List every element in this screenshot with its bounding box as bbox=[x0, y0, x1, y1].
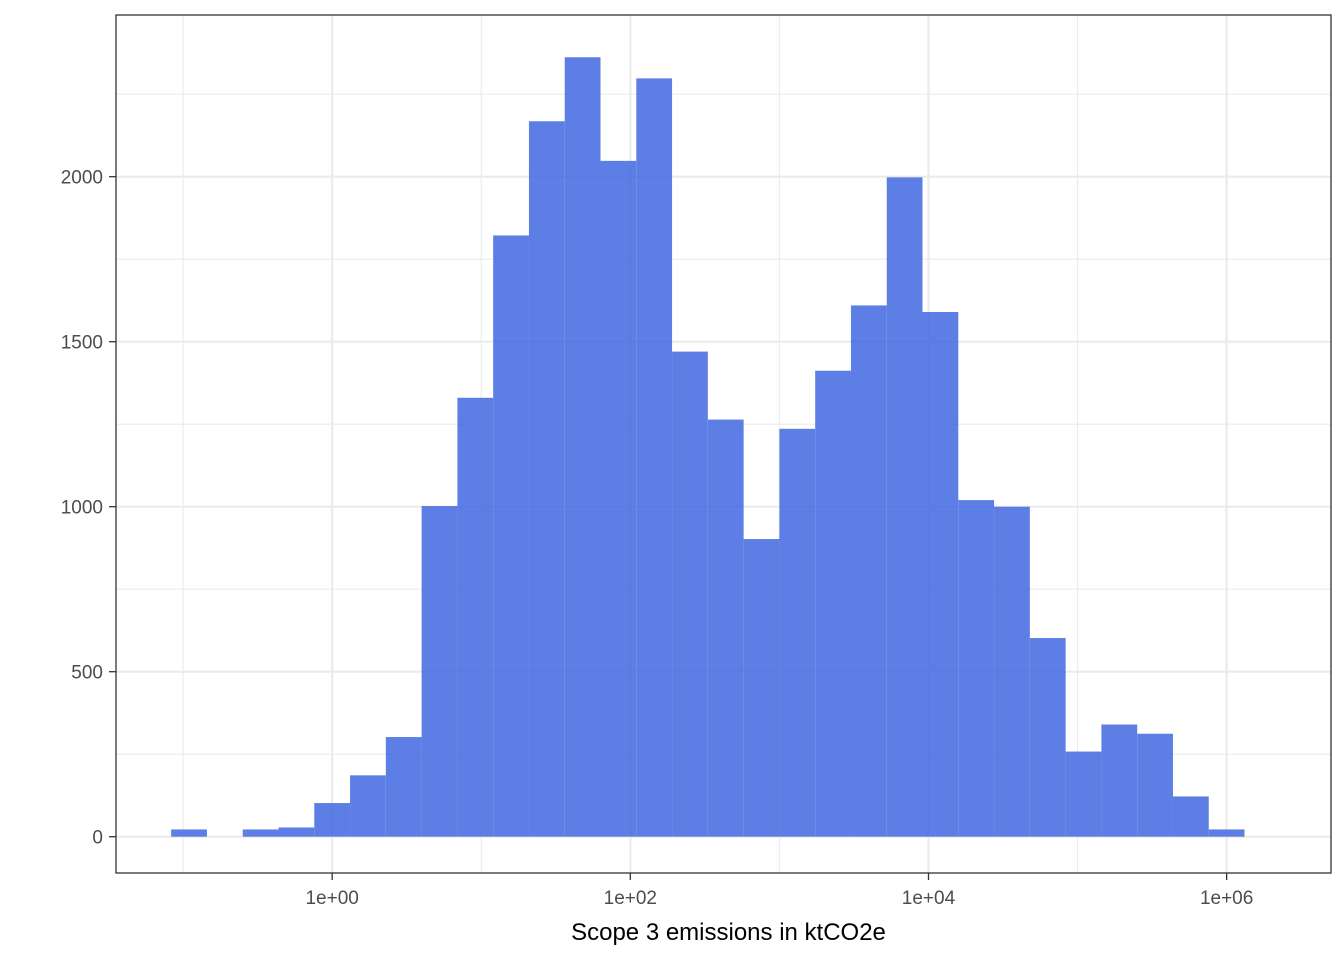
histogram-bar bbox=[1137, 733, 1173, 837]
histogram-bar bbox=[1172, 796, 1209, 837]
histogram-bar bbox=[672, 351, 708, 837]
histogram-bar bbox=[779, 428, 816, 837]
y-tick-label: 1500 bbox=[61, 333, 103, 354]
plot-panel-border bbox=[115, 14, 1332, 874]
histogram-bar bbox=[385, 737, 422, 837]
histogram-bar bbox=[1101, 724, 1138, 837]
histogram-bar bbox=[350, 775, 386, 837]
y-tick-label: 500 bbox=[71, 663, 103, 684]
histogram-bar bbox=[457, 397, 494, 837]
histogram-bar bbox=[815, 370, 851, 837]
histogram-bar bbox=[994, 506, 1030, 837]
histogram-bar bbox=[278, 827, 315, 837]
y-tick-label: 1000 bbox=[61, 498, 103, 519]
histogram-bar bbox=[564, 57, 601, 837]
histogram-bar bbox=[1065, 751, 1102, 837]
histogram-bar bbox=[171, 829, 207, 837]
histogram-bar bbox=[958, 500, 995, 837]
histogram-bar bbox=[886, 177, 923, 837]
y-tick-label: 2000 bbox=[61, 168, 103, 189]
histogram-bar bbox=[922, 312, 959, 837]
x-tick-label: 1e+04 bbox=[902, 888, 956, 909]
histogram-bar bbox=[600, 160, 637, 837]
histogram-bar bbox=[636, 78, 673, 837]
histogram-bars bbox=[171, 57, 1245, 837]
histogram-bar bbox=[421, 506, 458, 837]
histogram-bar bbox=[850, 305, 887, 837]
x-tick-label: 1e+02 bbox=[604, 888, 657, 909]
x-tick-label: 1e+00 bbox=[305, 888, 358, 909]
x-tick-label: 1e+06 bbox=[1200, 888, 1253, 909]
histogram-bar bbox=[743, 539, 780, 837]
histogram-bar bbox=[528, 121, 565, 837]
y-axis: 0 500 1000 1500 2000 bbox=[61, 168, 116, 849]
histogram-bar bbox=[707, 419, 744, 837]
histogram-bar bbox=[314, 803, 351, 837]
histogram-bar bbox=[493, 235, 529, 837]
y-tick-label: 0 bbox=[92, 828, 103, 849]
histogram-bar bbox=[1029, 638, 1066, 837]
histogram-bar bbox=[1208, 829, 1245, 837]
x-axis-title: Scope 3 emissions in ktCO2e bbox=[571, 919, 886, 946]
x-axis: 1e+00 1e+02 1e+04 1e+06 bbox=[305, 873, 1253, 909]
histogram-bar bbox=[242, 829, 279, 837]
